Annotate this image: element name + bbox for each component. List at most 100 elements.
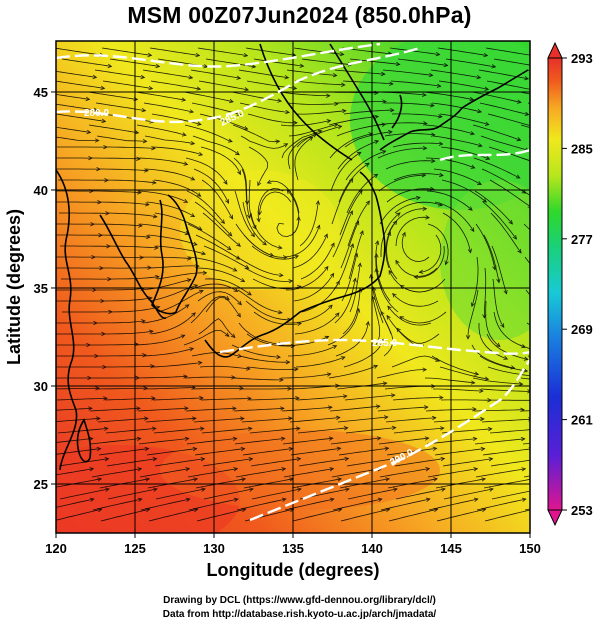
streamline-arrowhead xyxy=(421,173,427,178)
streamline xyxy=(56,468,94,476)
streamline-arrowhead xyxy=(89,467,95,472)
streamline xyxy=(484,509,530,522)
streamline-arrowhead xyxy=(382,99,387,104)
streamline-arrowhead xyxy=(193,477,199,482)
streamline xyxy=(480,135,529,151)
streamline xyxy=(196,508,246,522)
streamline xyxy=(136,375,188,379)
streamline xyxy=(105,428,156,434)
streamline xyxy=(97,418,148,423)
streamline-arrowhead xyxy=(189,347,195,352)
streamline-arrowhead xyxy=(199,426,205,431)
streamline xyxy=(291,478,342,489)
streamline-arrowhead xyxy=(584,427,588,431)
streamline xyxy=(380,212,401,257)
streamline-arrowhead xyxy=(437,202,443,207)
streamline-arrowhead xyxy=(293,120,298,125)
streamline xyxy=(434,201,475,232)
streamline-arrowhead xyxy=(572,221,576,224)
streamline xyxy=(399,311,447,324)
streamline xyxy=(56,397,108,401)
streamline xyxy=(300,243,335,280)
streamline xyxy=(493,58,530,66)
streamline-arrowhead xyxy=(100,85,106,91)
streamline-arrowhead xyxy=(520,407,525,412)
streamline-arrowhead xyxy=(289,477,295,482)
streamline xyxy=(539,459,589,466)
streamline-arrowhead xyxy=(585,488,589,492)
streamline xyxy=(186,190,225,224)
streamline-arrowhead xyxy=(374,267,379,273)
streamline xyxy=(144,387,196,390)
streamline-arrowhead xyxy=(146,234,151,240)
streamline xyxy=(147,234,198,246)
streamline xyxy=(433,388,483,392)
streamline-arrowhead xyxy=(94,138,100,143)
streamline xyxy=(349,263,361,313)
streamline-arrowhead xyxy=(296,487,302,492)
streamline-arrowhead xyxy=(374,90,379,95)
y-axis-ticks: 25 30 35 40 45 xyxy=(34,85,56,492)
streamline xyxy=(237,289,282,314)
streamline-arrowhead xyxy=(341,108,347,114)
streamline-arrowhead xyxy=(137,190,142,195)
streamline xyxy=(331,468,382,478)
x-tick-label: 135 xyxy=(282,541,304,556)
streamline xyxy=(138,190,188,203)
streamline xyxy=(101,267,152,269)
streamline-arrowhead xyxy=(383,415,389,420)
streamline xyxy=(142,69,193,79)
streamline-arrowhead xyxy=(540,65,544,69)
streamline xyxy=(301,280,340,313)
streamline xyxy=(248,397,300,401)
streamline-arrowhead xyxy=(332,72,338,78)
streamline xyxy=(424,377,475,384)
streamline-arrowhead xyxy=(195,263,200,269)
streamline xyxy=(424,124,475,135)
streamline-arrowhead xyxy=(382,381,388,386)
streamline-arrowhead xyxy=(469,96,475,102)
streamline-arrowhead xyxy=(104,457,110,462)
streamline-arrowhead xyxy=(355,220,360,226)
streamline xyxy=(151,362,202,368)
streamline xyxy=(386,231,398,280)
streamline xyxy=(56,478,102,488)
streamline-arrowhead xyxy=(416,195,421,201)
streamline xyxy=(141,279,191,291)
streamline xyxy=(443,488,494,500)
streamline xyxy=(294,80,345,86)
streamline xyxy=(96,387,148,390)
streamline xyxy=(394,458,445,467)
streamline xyxy=(101,47,152,56)
streamline xyxy=(243,478,294,489)
x-axis-label: Longitude (degrees) xyxy=(206,560,379,580)
streamline-arrowhead xyxy=(395,259,400,265)
streamline-arrowhead xyxy=(277,310,283,315)
streamline-arrowhead xyxy=(425,497,431,502)
streamline-arrowhead xyxy=(188,75,194,80)
streamline-arrowhead xyxy=(333,123,339,128)
streamline-arrowhead xyxy=(374,140,380,145)
streamline xyxy=(328,365,378,379)
streamline xyxy=(395,260,438,277)
streamline xyxy=(492,278,505,328)
streamline xyxy=(284,225,320,258)
streamline-arrowhead xyxy=(199,395,204,401)
colorbar-tick-label: 293 xyxy=(571,51,593,66)
streamline-arrowhead xyxy=(376,436,382,441)
streamline xyxy=(336,123,386,137)
streamline-arrowhead xyxy=(503,289,508,295)
streamline-arrowhead xyxy=(228,138,233,143)
streamline-arrowhead xyxy=(435,357,440,362)
streamline-arrowhead xyxy=(349,178,354,183)
streamline-arrowhead xyxy=(439,395,444,400)
streamline xyxy=(479,355,528,372)
streamline xyxy=(199,113,248,130)
streamline xyxy=(434,448,485,456)
streamline xyxy=(343,339,384,368)
streamline xyxy=(386,188,434,203)
streamline-arrowhead xyxy=(385,507,391,513)
streamline-arrowhead xyxy=(241,507,247,513)
streamline-arrowhead xyxy=(401,231,406,237)
x-axis-ticks: 120 125 130 135 140 145 150 xyxy=(45,533,541,556)
